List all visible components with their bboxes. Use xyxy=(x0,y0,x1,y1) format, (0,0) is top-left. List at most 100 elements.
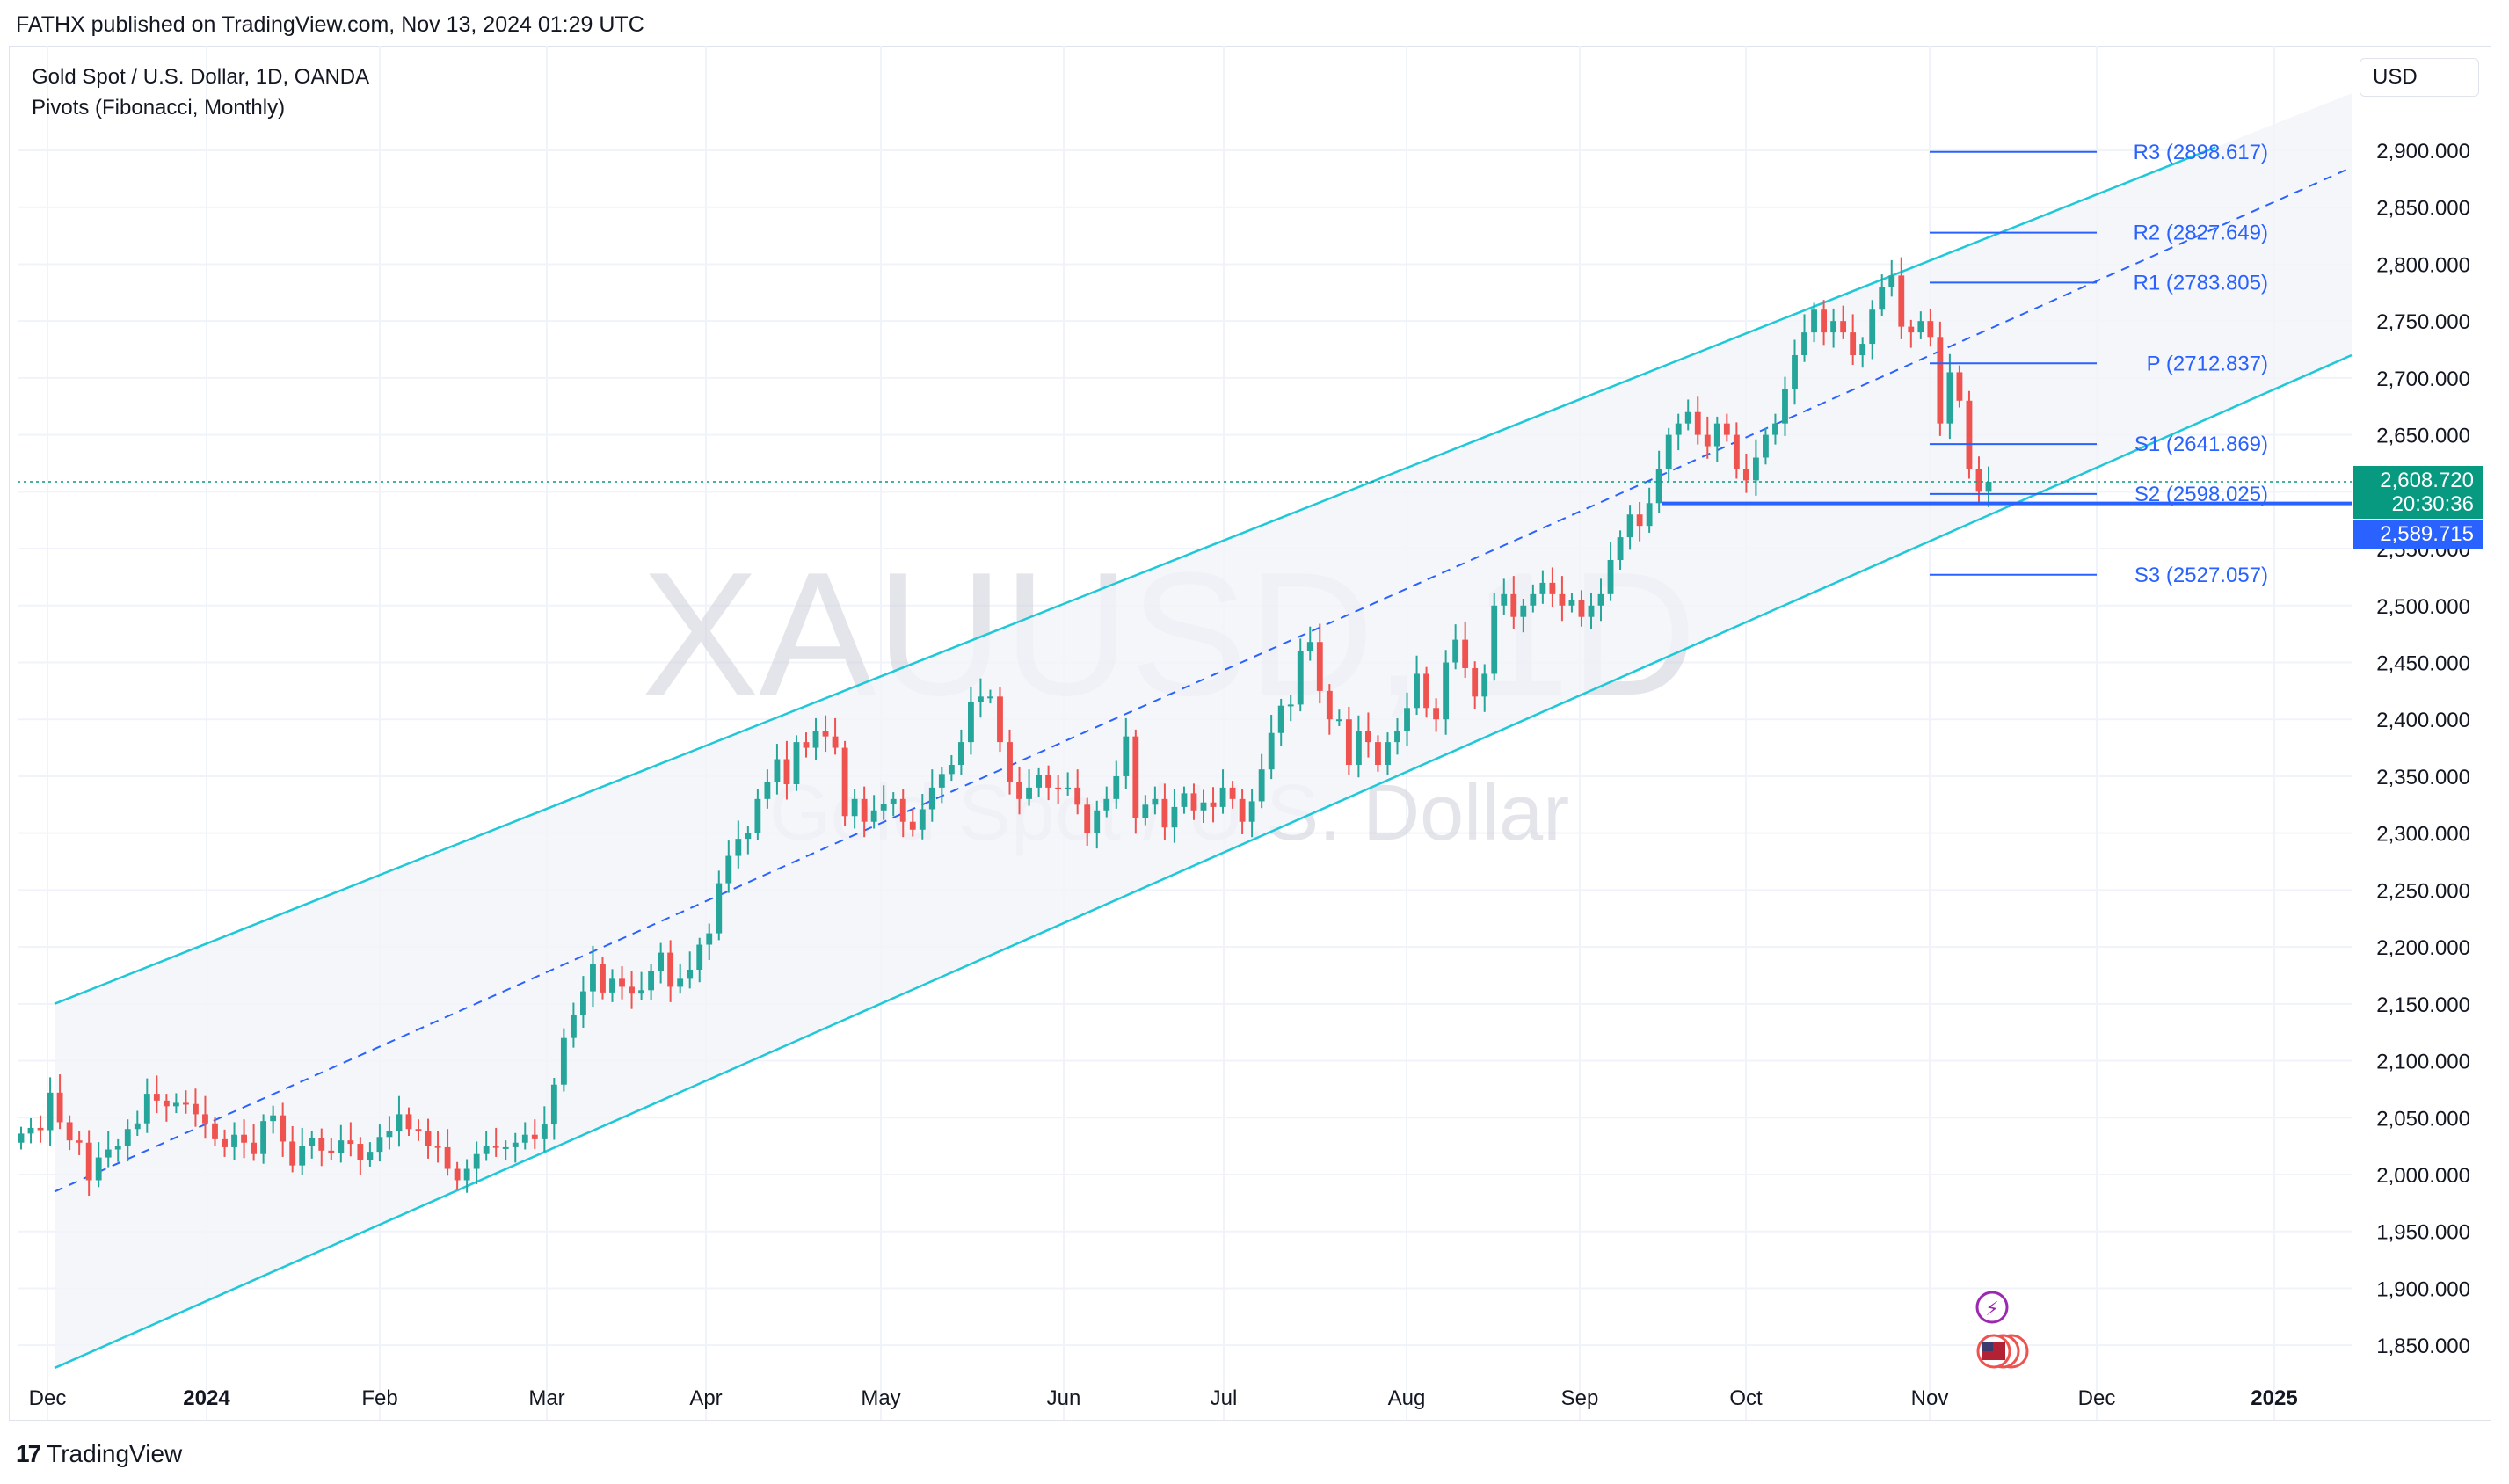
chart-legend: Gold Spot / U.S. Dollar, 1D, OANDA Pivot… xyxy=(32,62,369,123)
candle-body xyxy=(473,1153,480,1169)
candle-body xyxy=(1452,639,1459,663)
candle-body xyxy=(1277,705,1284,733)
x-tick-label: Jul xyxy=(1211,1386,1238,1410)
candle-body xyxy=(1578,600,1585,617)
candle-body xyxy=(1007,742,1013,782)
candle-body xyxy=(1908,326,1915,333)
channel-upper-line xyxy=(54,146,2216,1005)
candle-body xyxy=(687,970,694,979)
candle-body xyxy=(1763,434,1769,458)
candle-body xyxy=(1055,787,1062,789)
legend-indicator[interactable]: Pivots (Fibonacci, Monthly) xyxy=(32,96,286,120)
y-tick-label: 2,150.000 xyxy=(2376,993,2470,1017)
candle-body xyxy=(725,855,732,884)
candle-body xyxy=(1655,469,1662,504)
candle-body xyxy=(415,1129,422,1131)
candle-body xyxy=(66,1122,73,1141)
candle-body xyxy=(492,1146,499,1148)
candle-body xyxy=(212,1123,218,1139)
pivot-label: R3 (2898.617) xyxy=(2134,141,2268,164)
candle-body xyxy=(1248,801,1255,822)
candle-body xyxy=(541,1124,548,1139)
candle-body xyxy=(677,978,684,987)
channel-lower-line xyxy=(54,353,2353,1370)
candle-body xyxy=(1268,732,1275,770)
candle-body xyxy=(85,1142,92,1181)
candle-body xyxy=(105,1149,112,1158)
candle-body xyxy=(600,964,606,993)
candle-body xyxy=(570,1015,577,1038)
candle-body xyxy=(1559,593,1566,606)
candle-body xyxy=(124,1129,131,1146)
candle-body xyxy=(1752,457,1759,481)
candle-body xyxy=(1345,719,1352,765)
chart-frame[interactable] xyxy=(9,46,2491,1421)
candle-body xyxy=(957,742,964,765)
candle-body xyxy=(1917,321,1924,333)
y-tick-label: 2,250.000 xyxy=(2376,879,2470,903)
candle-body xyxy=(1200,802,1207,811)
candle-body xyxy=(928,787,935,810)
y-tick-label: 1,900.000 xyxy=(2376,1277,2470,1301)
candle-body xyxy=(1821,309,1827,333)
currency-button[interactable]: USD xyxy=(2360,58,2479,97)
candle-body xyxy=(1297,651,1304,705)
y-tick-label: 2,500.000 xyxy=(2376,595,2470,619)
pivot-label: R2 (2827.649) xyxy=(2134,222,2268,245)
candle-body xyxy=(143,1094,150,1124)
countdown-value: 20:30:36 xyxy=(2391,492,2474,516)
candle-body xyxy=(347,1140,354,1145)
candle-body xyxy=(463,1168,470,1181)
x-tick-label: Sep xyxy=(1561,1386,1599,1410)
candle-body xyxy=(1074,787,1081,805)
candle-body xyxy=(1927,321,1934,338)
candle-body xyxy=(37,1127,44,1131)
candle-body xyxy=(454,1168,461,1181)
candle-body xyxy=(1103,798,1110,811)
y-tick-label: 2,400.000 xyxy=(2376,709,2470,732)
candle-body xyxy=(270,1115,277,1122)
candle-body xyxy=(502,1146,509,1149)
candle-body xyxy=(1888,275,1895,287)
candle-body xyxy=(1636,514,1643,527)
candle-body xyxy=(1036,775,1043,788)
candle-body xyxy=(1588,605,1595,617)
candle-body xyxy=(1335,719,1342,722)
x-tick-label: May xyxy=(861,1386,900,1410)
candle-body xyxy=(1132,736,1139,818)
flash-glyph: ⚡ xyxy=(1985,1298,1998,1320)
candle-body xyxy=(1113,775,1120,799)
candle-body xyxy=(1898,275,1905,327)
candle-body xyxy=(483,1146,490,1154)
legend-symbol[interactable]: Gold Spot / U.S. Dollar, 1D, OANDA xyxy=(32,65,370,89)
candle-body xyxy=(222,1138,228,1147)
x-tick-label: Dec xyxy=(2078,1386,2116,1410)
candle-body xyxy=(1142,804,1149,818)
candle-body xyxy=(745,833,752,840)
candle-body xyxy=(134,1123,141,1130)
candle-body xyxy=(560,1037,567,1085)
candle-body xyxy=(1084,804,1091,833)
candle-body xyxy=(1859,344,1866,355)
candle-body xyxy=(1723,423,1730,435)
candle-body xyxy=(764,782,771,799)
candle-body xyxy=(832,736,839,748)
candle-body xyxy=(1375,742,1381,765)
tradingview-logo[interactable]: 17 TradingView xyxy=(16,1440,182,1468)
tradingview-mark-icon: 17 xyxy=(16,1440,41,1467)
candle-body xyxy=(193,1103,199,1115)
x-tick-label: 2025 xyxy=(2251,1386,2297,1410)
candle-body xyxy=(1414,673,1420,709)
candle-body xyxy=(163,1100,170,1107)
candle-body xyxy=(241,1134,247,1143)
candle-body xyxy=(880,804,887,811)
candle-body xyxy=(667,952,674,987)
candle-body xyxy=(706,933,713,945)
pivot-label: P (2712.837) xyxy=(2147,352,2268,375)
last-price-tag: 2,608.720 20:30:36 xyxy=(2353,466,2483,519)
candle-body xyxy=(919,809,926,830)
candle-body xyxy=(783,759,790,785)
candle-body xyxy=(280,1115,287,1142)
candle-body xyxy=(444,1146,451,1169)
